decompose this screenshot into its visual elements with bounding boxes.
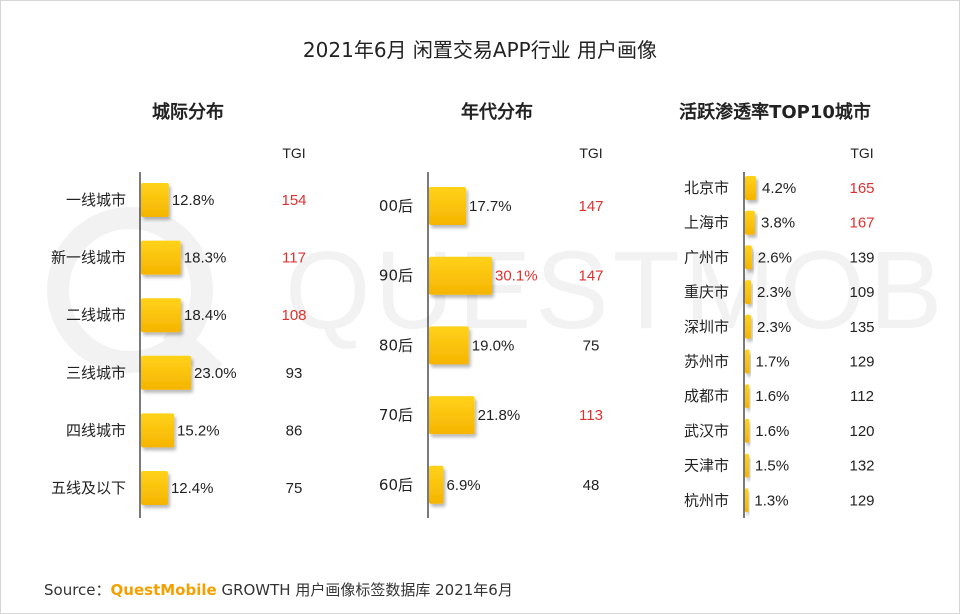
category-label: 上海市: [684, 214, 729, 232]
tgi-value: 108: [281, 307, 306, 324]
category-label: 深圳市: [684, 318, 729, 336]
category-label: 重庆市: [684, 283, 729, 301]
bar: [141, 355, 191, 390]
category-label: 90后: [379, 267, 413, 285]
data-label: 2.3%: [757, 284, 791, 301]
category-label: 苏州市: [684, 353, 729, 371]
tgi-value: 86: [286, 422, 303, 439]
data-label: 6.9%: [446, 477, 480, 494]
tgi-value: 112: [850, 388, 874, 405]
category-label: 武汉市: [684, 422, 729, 440]
tgi-value: 147: [578, 268, 603, 285]
bar: [429, 326, 469, 365]
tgi-value: 48: [583, 477, 600, 494]
tgi-value: 75: [286, 480, 303, 497]
data-label: 15.2%: [177, 422, 220, 439]
bar: [745, 176, 756, 200]
data-label: 18.4%: [184, 307, 227, 324]
data-label: 1.3%: [754, 492, 788, 509]
watermark-text: QUESTMOBILE: [285, 229, 940, 352]
category-label: 60后: [379, 476, 413, 494]
source-prefix: Source：: [44, 581, 111, 599]
bar: [745, 488, 749, 513]
data-label: 17.7%: [469, 198, 512, 215]
tgi-value: 93: [286, 365, 303, 382]
category-label: 新一线城市: [51, 249, 126, 267]
data-label: 2.3%: [757, 319, 791, 336]
tgi-value: 132: [849, 458, 874, 475]
watermark-q-icon: [47, 207, 223, 380]
category-label: 三线城市: [66, 364, 126, 382]
panel-title-city-tier: 城际分布: [152, 102, 224, 123]
data-label: 1.5%: [755, 458, 789, 475]
bar: [429, 256, 492, 295]
data-label: 2.6%: [758, 249, 792, 266]
data-label: 1.6%: [755, 423, 789, 440]
data-label: 1.7%: [755, 354, 789, 371]
data-label: 23.0%: [194, 365, 237, 382]
bar: [141, 413, 175, 448]
bar: [745, 314, 752, 339]
bar: [745, 245, 752, 270]
watermark-logo: QUESTMOBILE: [47, 207, 940, 380]
bar: [141, 183, 169, 217]
source-brand: QuestMobile: [110, 581, 217, 599]
category-label: 80后: [379, 336, 413, 354]
bar: [745, 280, 752, 305]
category-label: 北京市: [684, 179, 729, 197]
category-label: 二线城市: [66, 306, 126, 324]
tgi-value: 75: [583, 337, 600, 354]
tgi-value: 109: [849, 284, 874, 301]
tgi-value: 147: [578, 198, 603, 215]
tgi-value: 117: [282, 250, 306, 267]
tgi-header: TGI: [850, 145, 873, 161]
category-label: 一线城市: [66, 191, 126, 209]
tgi-value: 129: [849, 354, 874, 371]
bar: [429, 465, 444, 504]
tgi-value: 139: [849, 249, 874, 266]
data-label: 12.8%: [172, 192, 215, 209]
data-label: 18.3%: [184, 250, 227, 267]
panel-title-top10-cities: 活跃渗透率TOP10城市: [679, 102, 871, 123]
category-label: 00后: [379, 197, 413, 215]
source-rest: GROWTH 用户画像标签数据库 2021年6月: [216, 581, 513, 599]
bar: [745, 453, 749, 478]
category-label: 70后: [379, 406, 413, 424]
data-label: 30.1%: [495, 268, 538, 285]
tgi-value: 113: [579, 407, 603, 424]
category-label: 天津市: [684, 457, 729, 475]
category-label: 成都市: [684, 387, 729, 405]
source-note: Source：QuestMobile GROWTH 用户画像标签数据库 2021…: [44, 579, 513, 600]
tgi-value: 167: [849, 215, 874, 232]
tgi-value: 135: [849, 319, 874, 336]
data-label: 12.4%: [171, 480, 214, 497]
category-label: 广州市: [684, 248, 729, 266]
tgi-value: 120: [849, 423, 874, 440]
bar: [745, 384, 750, 409]
figure-title: 2021年6月 闲置交易APP行业 用户画像: [302, 38, 658, 62]
tgi-value: 154: [281, 192, 306, 209]
bar: [429, 396, 475, 435]
data-label: 21.8%: [478, 407, 521, 424]
panel-title-generation: 年代分布: [461, 102, 533, 123]
category-label: 四线城市: [66, 421, 126, 439]
data-label: 19.0%: [472, 337, 515, 354]
data-label: 1.6%: [755, 388, 789, 405]
bar: [745, 349, 750, 374]
category-label: 杭州市: [684, 491, 729, 509]
bar: [429, 187, 467, 225]
data-label: 3.8%: [761, 215, 795, 232]
bar: [141, 240, 181, 275]
bar: [745, 418, 750, 443]
bar: [141, 471, 168, 505]
tgi-value: 129: [849, 492, 874, 509]
tgi-header: TGI: [282, 145, 305, 161]
bar: [141, 298, 181, 333]
tgi-value: 165: [849, 180, 874, 197]
category-label: 五线及以下: [51, 479, 126, 497]
tgi-header: TGI: [579, 145, 602, 161]
bar: [745, 210, 755, 235]
data-label: 4.2%: [762, 180, 796, 197]
